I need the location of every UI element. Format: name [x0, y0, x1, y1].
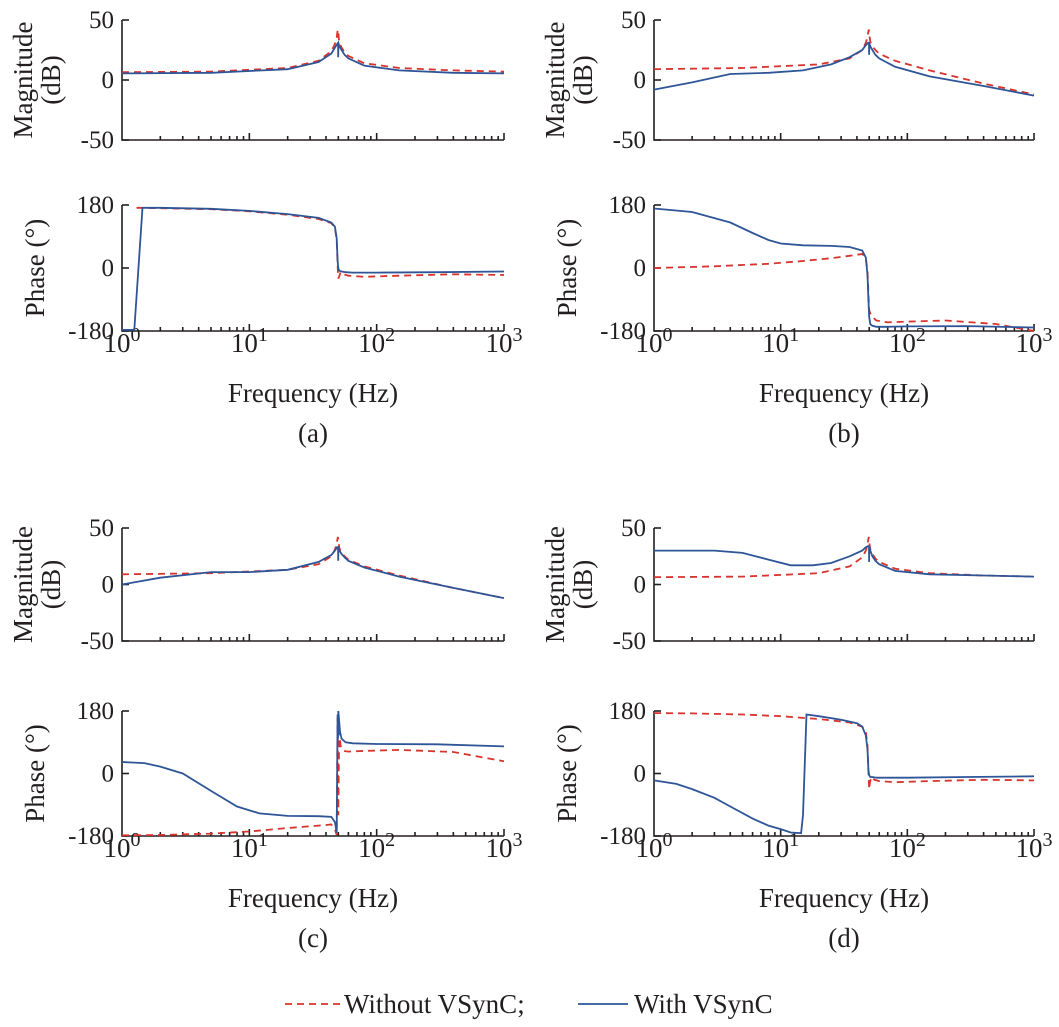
chart-b-mag: 50 0 -50 Magnitude(dB)	[540, 7, 1035, 154]
axes-frame	[121, 711, 504, 837]
x-tick-label: 100	[104, 324, 141, 358]
y-axis-label-unit: (dB)	[36, 560, 66, 610]
axes-frame	[121, 205, 504, 332]
legend-label-without-vsync: Without VSynC;	[344, 989, 525, 1019]
y-axis-label: Magnitude	[8, 21, 38, 138]
axes-frame	[653, 205, 1034, 332]
y-tick-label: 50	[89, 7, 114, 34]
x-tick-label: 101	[231, 324, 268, 358]
panel-caption: (a)	[298, 418, 328, 448]
y-axis-label: Phase (°)	[20, 219, 50, 318]
x-tick-label: 103	[1016, 829, 1053, 863]
axes-frame	[121, 528, 504, 642]
axes-frame	[121, 20, 504, 141]
y-tick-label: -50	[81, 127, 114, 154]
series-line-without-vsync	[653, 536, 1035, 579]
series-line-with-vsync	[653, 41, 1035, 97]
series-line-with-vsync	[122, 206, 505, 331]
y-tick-label: 0	[102, 572, 115, 599]
x-tick-label: 103	[486, 829, 523, 863]
y-tick-label: 50	[621, 515, 646, 542]
y-tick-label: 180	[609, 698, 647, 725]
panel-caption: (c)	[298, 923, 328, 953]
x-tick-label: 100	[636, 324, 673, 358]
y-tick-label: 0	[102, 67, 115, 94]
x-tick-label: 100	[104, 829, 141, 863]
y-tick-label: -180	[600, 318, 646, 345]
series-line-without-vsync	[121, 536, 505, 599]
x-tick-label: 102	[889, 829, 926, 863]
y-tick-label: 180	[77, 192, 115, 219]
y-axis-label-unit: (dB)	[36, 55, 66, 105]
axes-frame	[653, 711, 1034, 837]
legend: Without VSynC; With VSynC	[285, 989, 773, 1019]
y-tick-label: 180	[609, 192, 647, 219]
y-axis-label: Magnitude	[540, 21, 570, 138]
series-line-with-vsync	[654, 545, 1035, 578]
y-axis-label-unit: (dB)	[568, 560, 598, 610]
y-axis-label: Magnitude	[540, 526, 570, 643]
x-tick-label: 103	[1016, 324, 1053, 358]
chart-a-mag: 50 0 -50 Magnitude(dB)	[8, 7, 505, 154]
chart-d-mag: 50 0 -50 Magnitude(dB)	[540, 515, 1035, 655]
y-tick-label: -180	[68, 318, 114, 345]
x-axis-label: Frequency (Hz)	[759, 378, 929, 408]
y-tick-label: -180	[600, 823, 646, 850]
x-axis-label: Frequency (Hz)	[759, 883, 929, 913]
y-tick-label: -50	[613, 628, 646, 655]
x-tick-label: 101	[762, 829, 799, 863]
x-tick-label: 102	[358, 324, 395, 358]
y-tick-label: 0	[634, 572, 647, 599]
x-tick-label: 102	[358, 829, 395, 863]
series-line-without-vsync	[121, 717, 505, 837]
axes-frame	[653, 528, 1034, 642]
series-line-with-vsync	[121, 546, 505, 599]
axes-frame	[653, 20, 1034, 141]
y-axis-label: Magnitude	[8, 526, 38, 643]
y-tick-label: 0	[634, 761, 647, 788]
y-tick-label: 50	[621, 7, 646, 34]
y-tick-label: -50	[613, 127, 646, 154]
y-tick-label: -50	[81, 628, 114, 655]
panel-caption: (b)	[828, 418, 859, 448]
y-axis-label: Phase (°)	[20, 724, 50, 823]
series-line-with-vsync	[653, 713, 1035, 835]
x-tick-label: 101	[231, 829, 268, 863]
series-line-with-vsync	[121, 710, 505, 833]
y-tick-label: 180	[77, 698, 115, 725]
y-tick-label: 0	[634, 255, 647, 282]
x-axis-label: Frequency (Hz)	[228, 883, 398, 913]
series-line-without-vsync	[653, 253, 1035, 332]
y-axis-label: Phase (°)	[552, 219, 582, 318]
y-axis-label: Phase (°)	[552, 724, 582, 823]
series-line-with-vsync	[653, 207, 1035, 329]
y-tick-label: 50	[89, 515, 114, 542]
y-axis-label-unit: (dB)	[568, 55, 598, 105]
series-line-with-vsync	[121, 40, 505, 75]
y-tick-label: 0	[102, 255, 115, 282]
x-tick-label: 100	[636, 829, 673, 863]
legend-label-with-vsync: With VSynC	[634, 989, 773, 1019]
y-tick-label: 0	[102, 761, 115, 788]
series-line-without-vsync	[653, 29, 1035, 96]
panel-caption: (d)	[828, 923, 859, 953]
chart-c-mag: 50 0 -50 Magnitude(dB)	[8, 515, 505, 655]
y-tick-label: 0	[634, 67, 647, 94]
x-tick-label: 103	[486, 324, 523, 358]
x-tick-label: 102	[889, 324, 926, 358]
y-tick-label: -180	[68, 823, 114, 850]
x-axis-label: Frequency (Hz)	[228, 378, 398, 408]
series-line-without-vsync	[121, 29, 505, 74]
x-tick-label: 101	[762, 324, 799, 358]
